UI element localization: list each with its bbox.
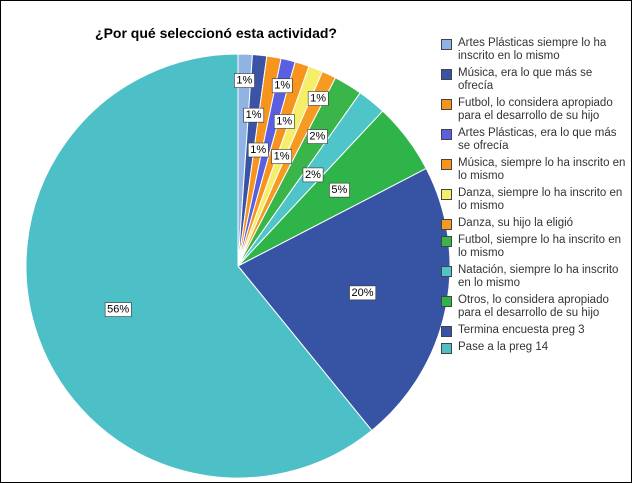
legend-item: Danza, su hijo la eligió bbox=[441, 217, 629, 230]
legend-item: Futbol, siempre lo ha inscrito en lo mis… bbox=[441, 234, 629, 260]
legend-swatch bbox=[441, 159, 452, 170]
legend-item: Música, era lo que más se ofrecía bbox=[441, 67, 629, 93]
legend-item: Natación, siempre lo ha inscrito en lo m… bbox=[441, 264, 629, 290]
legend-label: Música, era lo que más se ofrecía bbox=[458, 67, 593, 92]
data-label: 2% bbox=[309, 131, 325, 143]
pie-slice bbox=[237, 167, 451, 432]
legend-item: Artes Plásticas siempre lo ha inscrito e… bbox=[441, 37, 629, 63]
data-label-box bbox=[307, 91, 329, 106]
data-label-box bbox=[307, 129, 328, 144]
legend-label: Artes Plásticas siempre lo ha inscrito e… bbox=[458, 37, 607, 62]
data-label-box bbox=[302, 167, 324, 183]
data-label-box bbox=[271, 149, 293, 164]
legend-label: Futbol, siempre lo ha inscrito en lo mis… bbox=[458, 234, 621, 259]
legend-label: Otros, lo considera apropiado para el de… bbox=[458, 294, 609, 319]
legend-label: Danza, su hijo la eligió bbox=[458, 217, 574, 229]
legend-swatch bbox=[441, 39, 452, 50]
data-label: 1% bbox=[274, 80, 290, 92]
legend-swatch bbox=[441, 326, 452, 337]
pie-slice bbox=[25, 53, 373, 479]
legend-label: Natación, siempre lo ha inscrito en lo m… bbox=[458, 264, 619, 289]
legend-label: Pase a la preg 14 bbox=[458, 341, 549, 353]
data-label: 1% bbox=[236, 75, 252, 87]
data-label-box bbox=[329, 182, 350, 198]
legend-swatch bbox=[441, 99, 452, 110]
legend-item: Pase a la preg 14 bbox=[441, 341, 629, 354]
legend-swatch bbox=[441, 69, 452, 80]
legend-item: Futbol, lo considera apropiado para el d… bbox=[441, 97, 629, 123]
legend-swatch bbox=[441, 219, 452, 230]
legend-swatch bbox=[441, 343, 452, 354]
legend-label: Artes Plásticas, era lo que más se ofrec… bbox=[458, 127, 617, 152]
data-label: 1% bbox=[250, 144, 266, 156]
data-label-box bbox=[271, 78, 293, 94]
data-label: 1% bbox=[276, 116, 292, 128]
data-label: 5% bbox=[331, 184, 347, 196]
legend-label: Música, siempre lo ha inscrito en lo mis… bbox=[458, 157, 626, 182]
data-label-box bbox=[273, 114, 295, 129]
legend-label: Termina encuesta preg 3 bbox=[458, 324, 585, 336]
legend-label: Danza, siempre lo ha inscrito en lo mism… bbox=[458, 187, 623, 212]
legend-item: Danza, siempre lo ha inscrito en lo mism… bbox=[441, 187, 629, 213]
data-label: 1% bbox=[274, 151, 290, 163]
legend-item: Termina encuesta preg 3 bbox=[441, 324, 629, 337]
legend-swatch bbox=[441, 129, 452, 140]
legend-swatch bbox=[441, 296, 452, 307]
legend-item: Música, siempre lo ha inscrito en lo mis… bbox=[441, 157, 629, 183]
legend-item: Otros, lo considera apropiado para el de… bbox=[441, 294, 629, 320]
data-label: 56% bbox=[107, 304, 129, 316]
data-label: 2% bbox=[305, 169, 321, 181]
data-label-box bbox=[243, 107, 265, 123]
data-label-box bbox=[104, 302, 132, 317]
data-label-box bbox=[349, 285, 377, 301]
data-label-box bbox=[247, 142, 269, 158]
legend: Artes Plásticas siempre lo ha inscrito e… bbox=[441, 37, 629, 358]
data-label: 1% bbox=[310, 93, 326, 105]
legend-item: Artes Plásticas, era lo que más se ofrec… bbox=[441, 127, 629, 153]
legend-swatch bbox=[441, 236, 452, 247]
data-label-box bbox=[234, 73, 255, 88]
chart-title: ¿Por qué seleccionó esta actividad? bbox=[95, 25, 337, 41]
legend-swatch bbox=[441, 266, 452, 277]
data-label: 1% bbox=[246, 109, 262, 121]
data-label: 20% bbox=[352, 287, 374, 299]
legend-swatch bbox=[441, 189, 452, 200]
legend-label: Futbol, lo considera apropiado para el d… bbox=[458, 97, 613, 122]
